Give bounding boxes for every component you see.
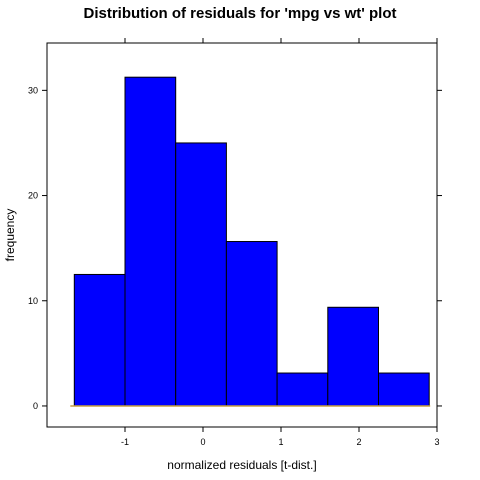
y-tick-label: 0: [33, 401, 38, 411]
histogram-bar: [276, 372, 329, 407]
histogram-bar: [124, 76, 177, 407]
plot-frame: [46, 42, 438, 428]
x-tick-label: 3: [434, 437, 439, 447]
x-tick-label: 0: [200, 437, 205, 447]
y-tick-label: 20: [28, 191, 38, 201]
x-tick-label: 2: [356, 437, 361, 447]
y-tick-label: 30: [28, 85, 38, 95]
histogram-bar: [225, 241, 278, 407]
histogram-bar: [73, 273, 126, 407]
x-axis-label: normalized residuals [t-dist.]: [167, 458, 316, 472]
y-tick-label: 10: [28, 296, 38, 306]
chart-title: Distribution of residuals for 'mpg vs wt…: [83, 5, 397, 22]
y-axis-label: frequency: [3, 209, 17, 262]
histogram-bar: [175, 142, 227, 407]
x-tick-label: -1: [121, 437, 129, 447]
histogram-bar: [327, 306, 379, 407]
x-tick-label: 1: [278, 437, 283, 447]
histogram-bar: [378, 372, 430, 407]
